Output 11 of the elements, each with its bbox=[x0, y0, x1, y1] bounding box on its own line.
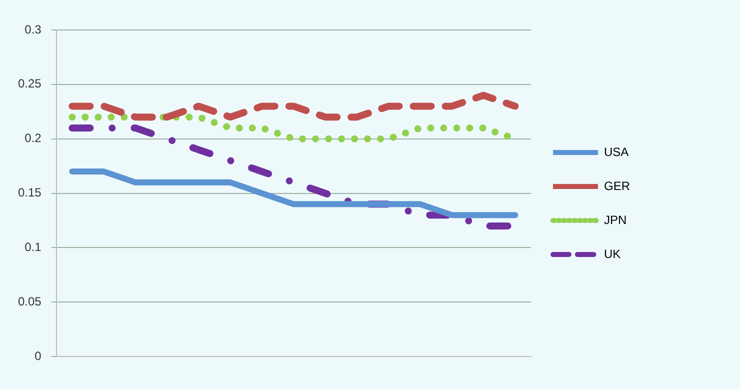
y-tick-label: 0.05 bbox=[18, 294, 42, 308]
y-tick-label: 0.15 bbox=[18, 186, 42, 200]
legend-label: USA bbox=[604, 144, 629, 159]
y-tick-label: 0.3 bbox=[24, 22, 42, 36]
legend-label: UK bbox=[604, 246, 621, 261]
legend-label: JPN bbox=[604, 212, 627, 227]
y-tick-label: 0.2 bbox=[24, 131, 42, 146]
y-tick-label: 0 bbox=[34, 348, 42, 363]
y-tick-label: 0.1 bbox=[24, 240, 42, 254]
legend-label: GER bbox=[604, 178, 630, 193]
y-tick-label: 0.25 bbox=[18, 76, 42, 91]
